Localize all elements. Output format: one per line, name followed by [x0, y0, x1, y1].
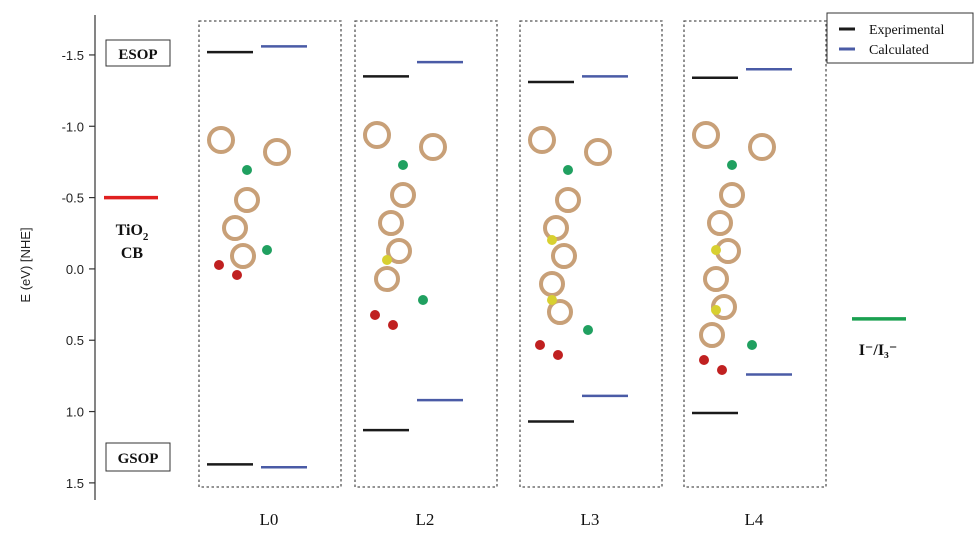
- dye-panel-l0: [198, 20, 342, 488]
- backbone-ring: [547, 299, 573, 325]
- tio2-cb-label-line2: CB: [121, 245, 144, 262]
- legend-label-experimental: Experimental: [869, 23, 945, 38]
- oxygen-atom: [214, 260, 224, 270]
- y-tick-label: 0.0: [66, 262, 84, 277]
- backbone-ring: [543, 215, 569, 241]
- oxygen-atom: [388, 320, 398, 330]
- legend-label-calculated: Calculated: [869, 43, 929, 58]
- molecule-l2: [363, 121, 447, 330]
- dye-panel-l2: [354, 20, 498, 488]
- phenyl-ring: [584, 138, 612, 166]
- molecule-l0: [207, 126, 291, 280]
- esop-label: ESOP: [118, 47, 157, 63]
- y-ticks: -1.5 -1.0 -0.5 0.0 0.5 1.0 1.5: [62, 48, 95, 491]
- backbone-ring: [555, 187, 581, 213]
- oxygen-atom: [370, 310, 380, 320]
- phenyl-ring: [419, 133, 447, 161]
- backbone-ring: [230, 243, 256, 269]
- backbone-ring: [222, 215, 248, 241]
- cyano-nitrogen-atom: [747, 340, 757, 350]
- phenyl-ring: [363, 121, 391, 149]
- phenyl-ring: [692, 121, 720, 149]
- backbone-ring: [707, 210, 733, 236]
- y-tick-label: -0.5: [62, 191, 84, 206]
- oxygen-atom: [553, 350, 563, 360]
- legend: Experimental Calculated: [826, 12, 974, 64]
- oxygen-atom: [717, 365, 727, 375]
- iodide-triiodide-label: I⁻/I₃⁻: [859, 342, 898, 359]
- backbone-ring: [719, 182, 745, 208]
- cyano-nitrogen-atom: [262, 245, 272, 255]
- y-tick-label: 1.5: [66, 476, 84, 491]
- energy-levels: [207, 45, 792, 469]
- esop-label-box: [105, 39, 171, 67]
- tio2-cb-label-main: TiO: [116, 222, 143, 239]
- nitrogen-atom: [727, 160, 737, 170]
- legend-box: [826, 12, 974, 64]
- oxygen-atom: [535, 340, 545, 350]
- gsop-label: GSOP: [118, 451, 159, 467]
- tio2-cb-label-sub: 2: [143, 231, 149, 243]
- phenyl-ring: [748, 133, 776, 161]
- phenyl-ring: [263, 138, 291, 166]
- sulfur-atom: [547, 235, 557, 245]
- backbone-ring: [703, 266, 729, 292]
- backbone-ring: [551, 243, 577, 269]
- phenyl-ring: [207, 126, 235, 154]
- category-labels: L0 L2 L3 L4: [260, 510, 764, 529]
- cyano-nitrogen-atom: [583, 325, 593, 335]
- phenyl-ring: [528, 126, 556, 154]
- y-tick-label: 1.0: [66, 405, 84, 420]
- oxygen-atom: [699, 355, 709, 365]
- sulfur-atom: [547, 295, 557, 305]
- nitrogen-atom: [398, 160, 408, 170]
- category-label-l4: L4: [745, 510, 764, 529]
- tio2-cb-label: TiO2: [116, 222, 149, 243]
- oxygen-atom: [232, 270, 242, 280]
- dye-panel-l3: [519, 20, 663, 488]
- sulfur-atom: [382, 255, 392, 265]
- category-label-l3: L3: [581, 510, 600, 529]
- y-tick-label: -1.0: [62, 119, 84, 134]
- backbone-ring: [699, 322, 725, 348]
- dye-panels: [198, 20, 827, 488]
- backbone-ring: [374, 266, 400, 292]
- y-axis-label: E (eV) [NHE]: [18, 227, 33, 302]
- molecule-l4: [692, 121, 776, 375]
- nitrogen-atom: [563, 165, 573, 175]
- nitrogen-atom: [242, 165, 252, 175]
- backbone-ring: [378, 210, 404, 236]
- cyano-nitrogen-atom: [418, 295, 428, 305]
- y-tick-label: 0.5: [66, 333, 84, 348]
- molecule-l3: [528, 126, 612, 360]
- sulfur-atom: [711, 305, 721, 315]
- backbone-ring: [539, 271, 565, 297]
- category-label-l0: L0: [260, 510, 279, 529]
- backbone-ring: [386, 238, 412, 264]
- gsop-label-box: [105, 442, 171, 472]
- backbone-ring: [234, 187, 260, 213]
- y-tick-label: -1.5: [62, 48, 84, 63]
- category-label-l2: L2: [416, 510, 435, 529]
- backbone-ring: [390, 182, 416, 208]
- dye-panel-l4: [683, 20, 827, 488]
- sulfur-atom: [711, 245, 721, 255]
